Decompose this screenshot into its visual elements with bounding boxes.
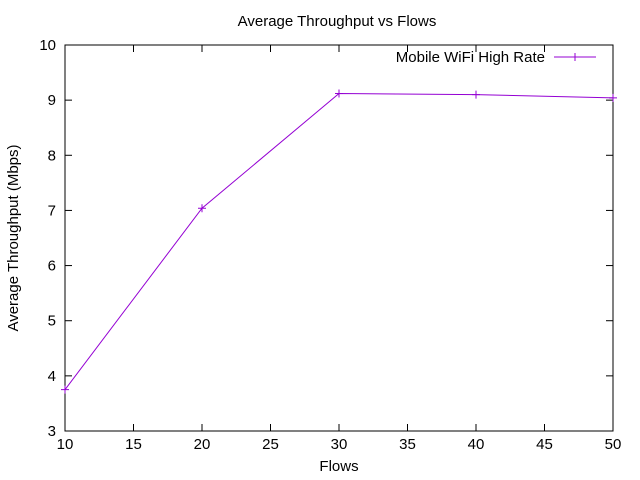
- data-point: [609, 93, 617, 102]
- x-axis-label: Flows: [319, 458, 358, 475]
- y-tick-label: 10: [39, 37, 56, 54]
- data-point: [472, 90, 480, 99]
- chart-title: Average Throughput vs Flows: [238, 13, 437, 30]
- plot-area-frame: [64, 44, 614, 432]
- data-point: [61, 385, 69, 394]
- y-axis-label: Average Throughput (Mbps): [5, 144, 22, 331]
- y-tick-label: 4: [48, 368, 56, 385]
- y-tick-label: 6: [48, 258, 56, 275]
- x-axis: 10 15 20 25 30 35 40 45 50: [57, 45, 622, 453]
- series-line: [64, 93, 614, 390]
- x-tick-label: 40: [468, 436, 485, 453]
- data-point: [198, 204, 206, 213]
- series-layer: [61, 89, 617, 394]
- y-axis: 3 4 5 6 7 8 9 10: [39, 37, 613, 440]
- y-tick-label: 7: [48, 202, 56, 219]
- x-tick-label: 15: [125, 436, 142, 453]
- x-tick-label: 20: [194, 436, 211, 453]
- x-tick-label: 50: [605, 436, 622, 453]
- x-tick-label: 25: [262, 436, 279, 453]
- y-tick-label: 3: [48, 423, 56, 440]
- legend-marker: [571, 53, 579, 61]
- x-tick-label: 30: [331, 436, 348, 453]
- data-point: [335, 89, 343, 98]
- legend-label: Mobile WiFi High Rate: [396, 49, 545, 66]
- x-tick-label: 45: [536, 436, 553, 453]
- y-tick-label: 9: [48, 92, 56, 109]
- y-tick-label: 8: [48, 147, 56, 164]
- x-tick-label: 10: [57, 436, 74, 453]
- x-tick-label: 35: [399, 436, 416, 453]
- legend: Mobile WiFi High Rate: [396, 49, 596, 66]
- y-tick-label: 5: [48, 313, 56, 330]
